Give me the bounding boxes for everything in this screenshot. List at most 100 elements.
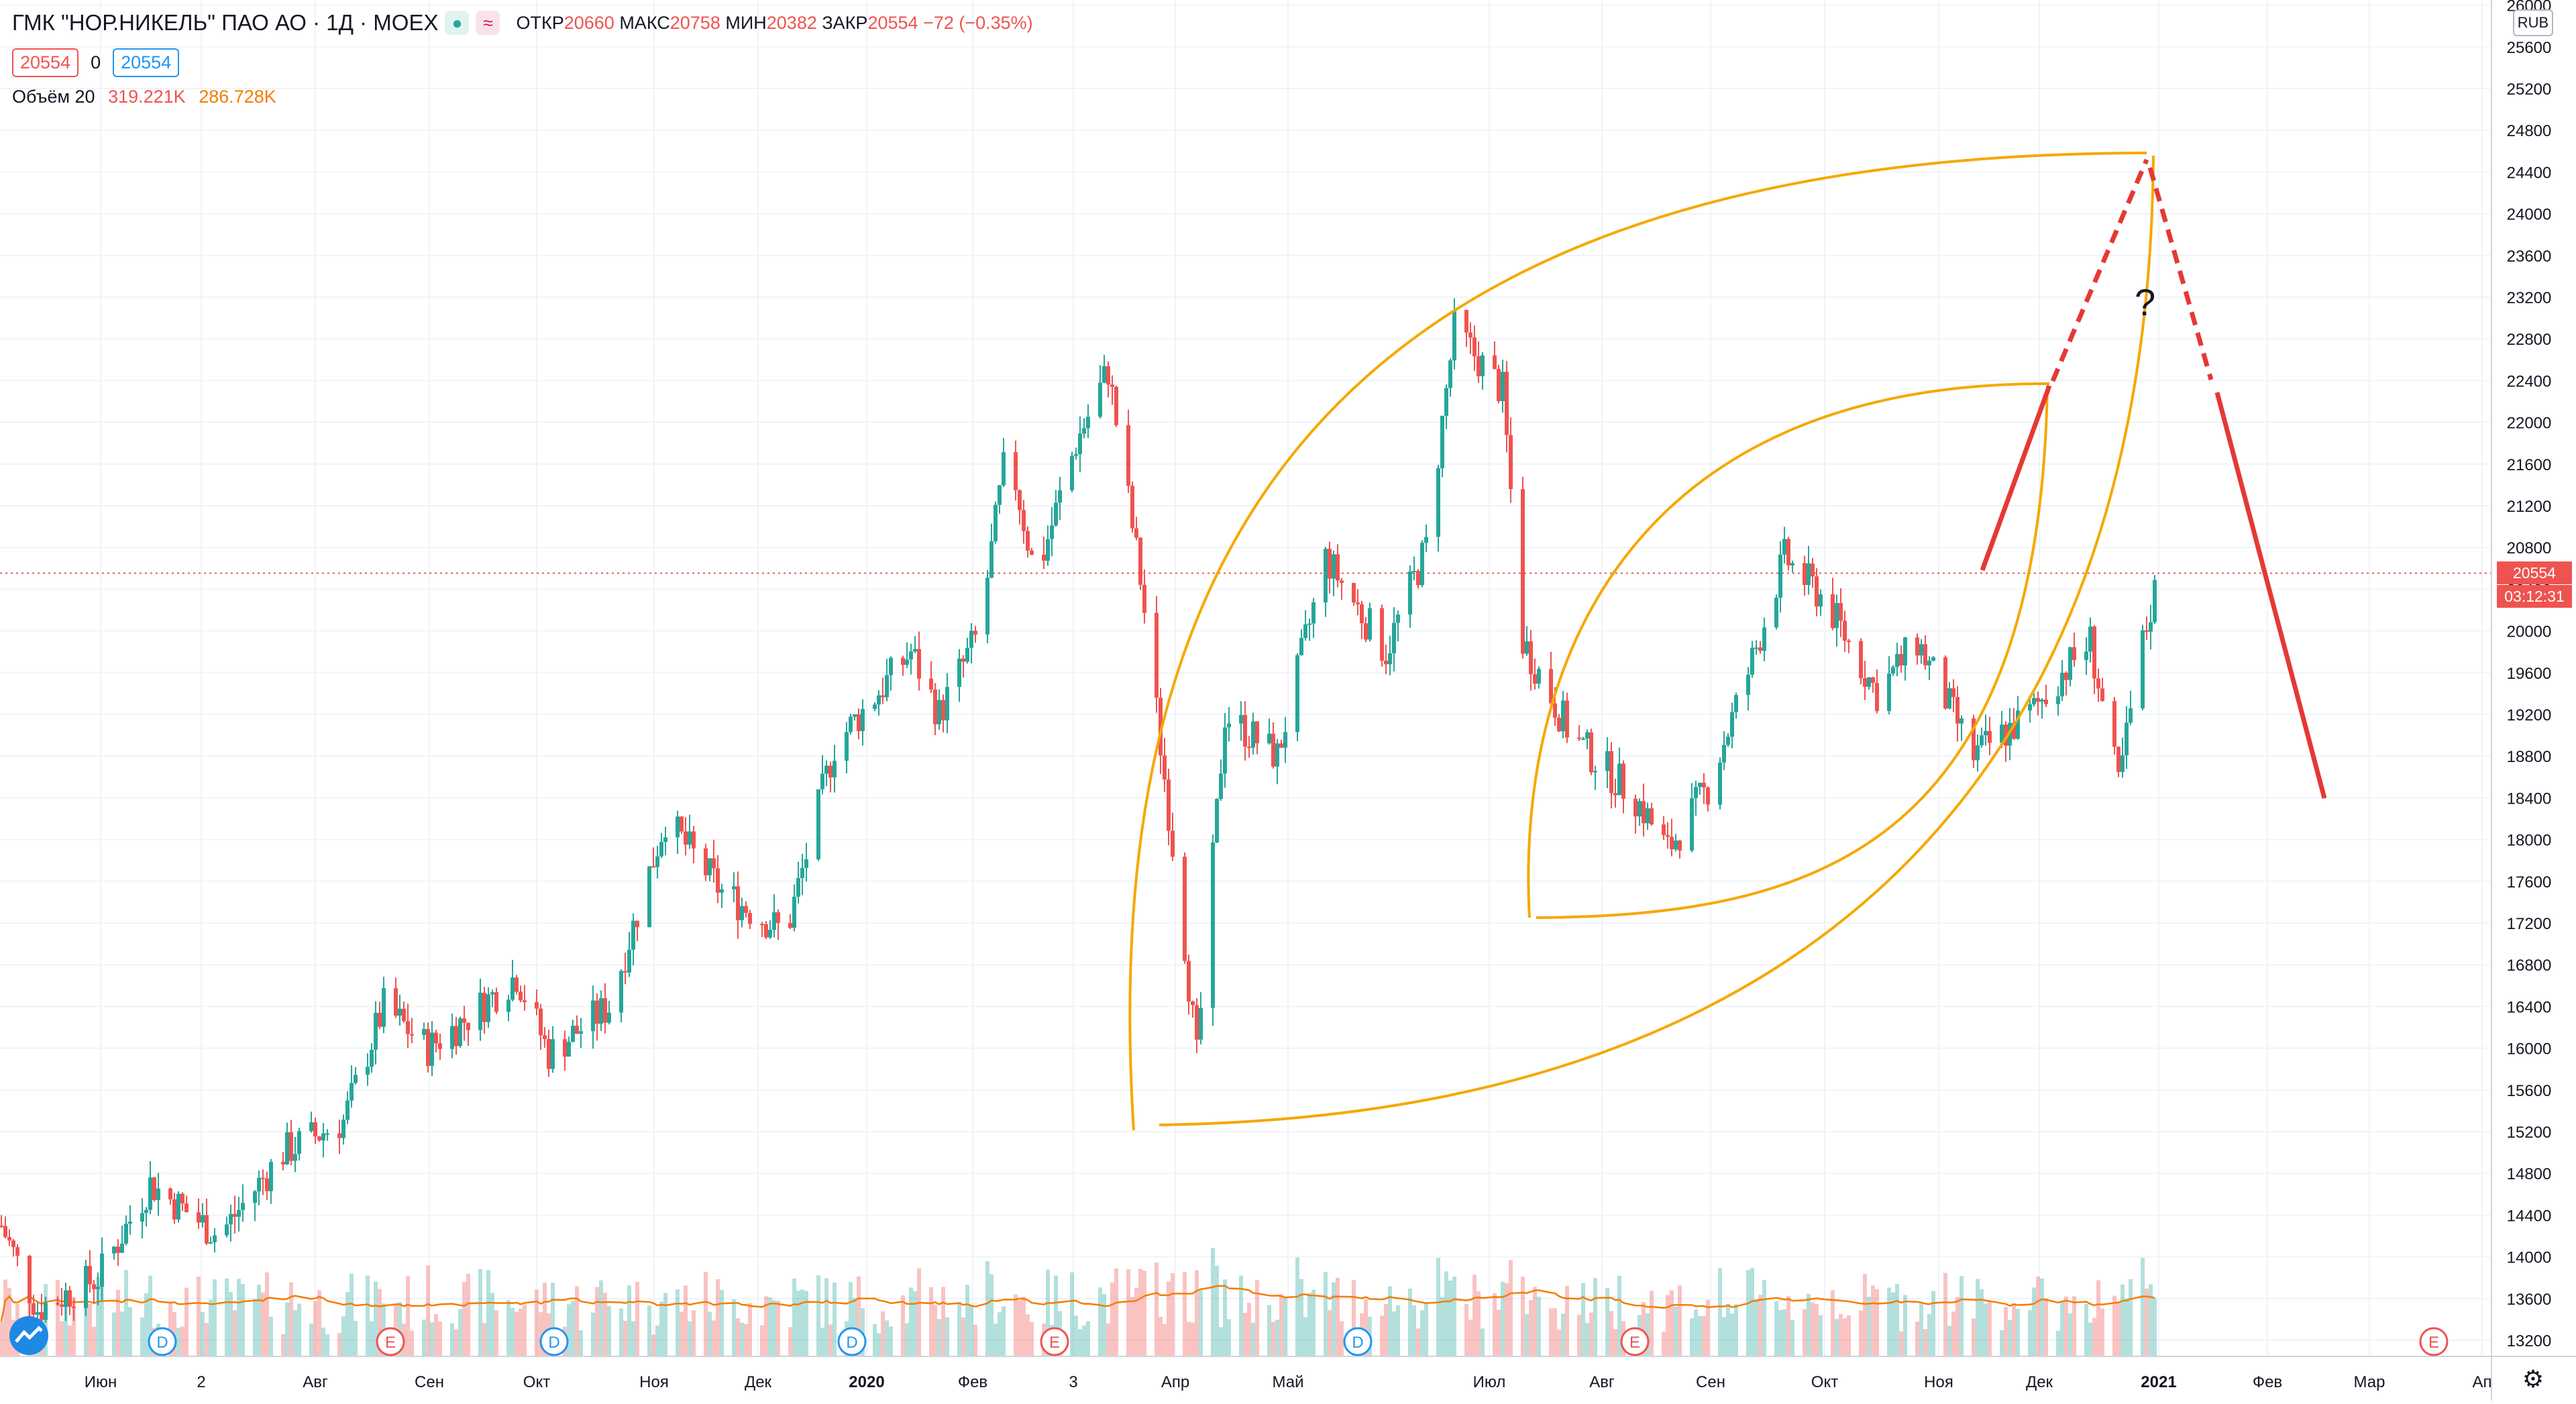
- volume-legend[interactable]: Объём 20 319.221K 286.728K: [12, 87, 276, 107]
- volume-bar: [2088, 1322, 2092, 1356]
- volume-bar: [631, 1321, 635, 1356]
- candle-body: [603, 998, 607, 1023]
- candle-body: [1871, 677, 1875, 684]
- candle-body: [748, 912, 752, 924]
- volume-bar: [1690, 1318, 1694, 1356]
- tradingview-logo-icon[interactable]: [9, 1316, 48, 1355]
- green-dot-icon[interactable]: ●: [445, 11, 470, 35]
- candle-body: [740, 906, 744, 920]
- volume-bar: [937, 1319, 941, 1356]
- volume-bar: [1863, 1274, 1867, 1356]
- volume-bar: [849, 1282, 853, 1356]
- candle-body: [2064, 672, 2068, 680]
- volume-bar: [2072, 1296, 2076, 1356]
- candle-body: [1086, 417, 1090, 429]
- candle-body: [422, 1029, 426, 1035]
- candle-body: [1255, 721, 1259, 744]
- candle-body: [430, 1032, 434, 1067]
- volume-bar: [201, 1312, 205, 1356]
- candle-body: [1617, 763, 1621, 796]
- volume-bar: [2056, 1330, 2060, 1356]
- candle-body: [1638, 801, 1642, 817]
- candle-body: [1251, 721, 1255, 748]
- candle-body: [1931, 657, 1935, 661]
- candle-body: [595, 1000, 599, 1024]
- volume-bar: [1267, 1305, 1271, 1356]
- candle-body: [627, 949, 631, 973]
- candle-body: [410, 1034, 414, 1036]
- candle-body: [1324, 549, 1328, 602]
- volume-bar: [1159, 1316, 1163, 1356]
- volume-bar: [1613, 1329, 1617, 1356]
- volume-bar: [523, 1304, 527, 1356]
- chart-legend: ГМК "НОР.НИКЕЛЬ" ПАО АО · 1Д · MOEX ● ≈ …: [12, 7, 1033, 107]
- volume-bar: [824, 1278, 828, 1356]
- candle-body: [800, 867, 804, 878]
- candle-body: [1030, 550, 1034, 555]
- volume-bar: [909, 1287, 913, 1356]
- volume-bar: [989, 1274, 994, 1356]
- volume-bar: [1698, 1315, 1702, 1356]
- candle-body: [1553, 703, 1557, 718]
- volume-bar: [1960, 1276, 1964, 1356]
- candle-body: [253, 1191, 257, 1203]
- wave-icon[interactable]: ≈: [476, 11, 500, 35]
- event-marker: [376, 1327, 405, 1356]
- volume-bar: [1972, 1318, 1976, 1356]
- inner-arc-lower: [1536, 385, 2049, 919]
- symbol-title[interactable]: ГМК "НОР.НИКЕЛЬ" ПАО АО · 1Д · MOEX: [12, 10, 439, 35]
- candle-body: [849, 716, 853, 733]
- candle-body: [1227, 723, 1231, 728]
- volume-bar: [1283, 1297, 1287, 1356]
- candle-body: [1018, 490, 1022, 510]
- volume-bar: [965, 1285, 969, 1356]
- volume-bar: [209, 1299, 213, 1356]
- currency-badge[interactable]: RUB: [2513, 9, 2553, 36]
- candle-body: [563, 1039, 567, 1057]
- volume-bar: [1722, 1317, 1726, 1356]
- bid-price-box[interactable]: 20554: [12, 48, 79, 77]
- candle-body: [36, 1312, 40, 1315]
- candle-body: [1537, 669, 1541, 684]
- ohlc-values: ОТКР20660 МАКС20758 МИН20382 ЗАКР20554 −…: [516, 12, 1033, 33]
- price-tick-label: 16400: [2507, 998, 2552, 1016]
- ask-price-box[interactable]: 20554: [113, 48, 180, 77]
- volume-bar: [853, 1298, 857, 1356]
- volume-bar: [1674, 1306, 1678, 1356]
- candle-body: [281, 1162, 285, 1165]
- candle-body: [1267, 733, 1271, 744]
- candle-body: [776, 912, 780, 923]
- candle-body: [1026, 531, 1030, 551]
- volume-bar: [1102, 1294, 1106, 1356]
- candle-body: [1283, 732, 1287, 748]
- candle-body: [716, 868, 720, 893]
- candle-body: [635, 920, 639, 928]
- candle-body: [1923, 644, 1927, 665]
- time-tick-label: Ноя: [639, 1373, 669, 1391]
- volume-bar: [1408, 1288, 1412, 1356]
- volume-bar: [1086, 1321, 1090, 1356]
- volume-bar: [1947, 1326, 1951, 1356]
- volume-bar: [1243, 1313, 1247, 1356]
- candle-body: [824, 765, 828, 774]
- candle-body: [1839, 602, 1843, 621]
- settings-gear-icon[interactable]: ⚙: [2522, 1365, 2544, 1393]
- volume-bar: [1835, 1319, 1839, 1356]
- volume-bar: [929, 1287, 933, 1356]
- candle-body: [535, 1002, 539, 1009]
- volume-bar: [124, 1270, 128, 1356]
- volume-bar: [1074, 1315, 1078, 1356]
- volume-bar: [1444, 1271, 1448, 1356]
- candle-body: [462, 1018, 466, 1023]
- candle-body: [1356, 602, 1360, 604]
- candle-body: [969, 631, 973, 648]
- candle-body: [1585, 732, 1589, 739]
- volume-bar: [253, 1299, 257, 1356]
- price-tick-label: 16800: [2507, 957, 2552, 975]
- candle-body: [1130, 486, 1134, 529]
- price-tick-label: 25600: [2507, 39, 2552, 57]
- candle-body: [515, 977, 519, 992]
- event-marker: [539, 1327, 569, 1356]
